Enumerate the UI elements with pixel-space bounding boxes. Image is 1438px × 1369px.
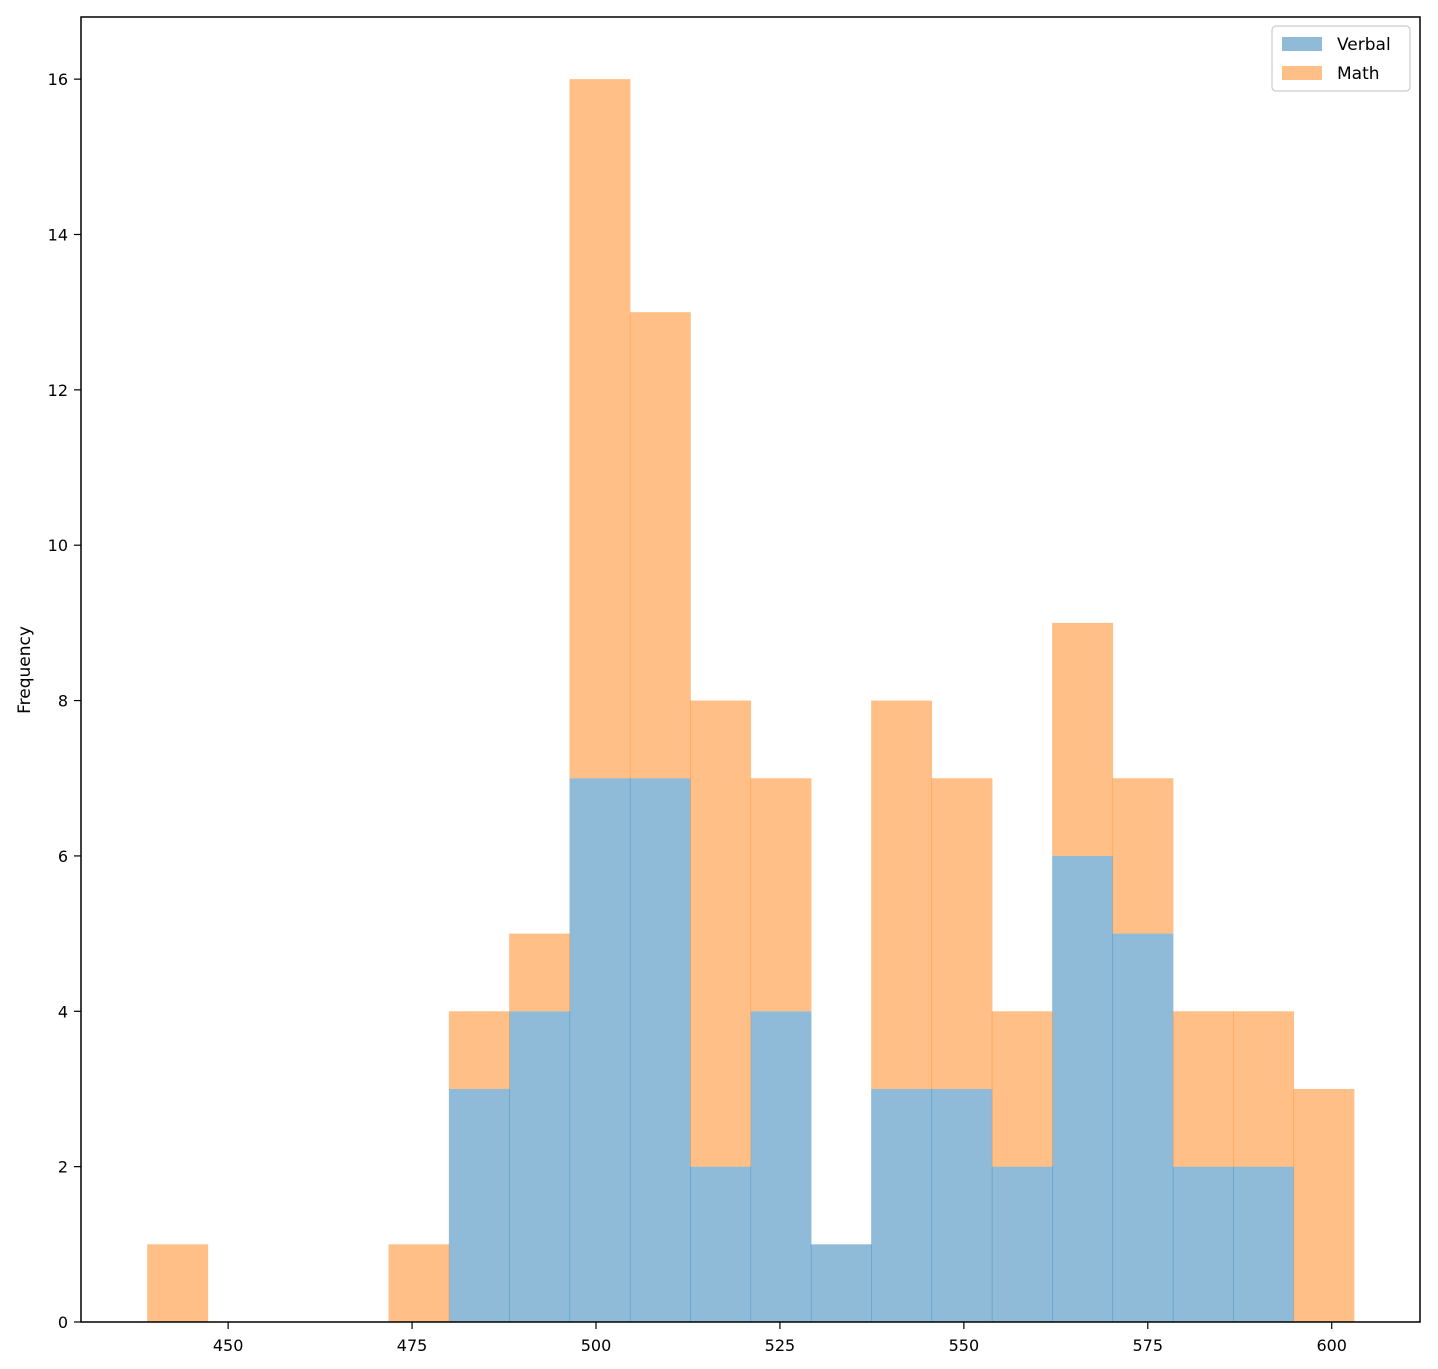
bar-math-19: [1293, 1088, 1355, 1322]
y-tick-label: 12: [48, 381, 68, 400]
bars-layer: [147, 79, 1355, 1322]
bar-verbal-8: [629, 778, 691, 1322]
bar-verbal-11: [810, 1244, 872, 1322]
x-tick-label: 500: [581, 1336, 612, 1355]
bar-math-7: [569, 79, 631, 779]
bar-math-17: [1172, 1011, 1234, 1167]
bar-math-5: [448, 1011, 510, 1089]
bar-verbal-7: [569, 778, 631, 1322]
bar-math-12: [871, 700, 933, 1089]
bar-math-13: [931, 778, 993, 1089]
bar-math-15: [1052, 622, 1114, 856]
bar-math-0: [147, 1244, 209, 1322]
x-axis: 450 475 500 525 550 575 600: [213, 1322, 1347, 1355]
bar-math-9: [690, 700, 752, 1167]
x-tick-label: 450: [213, 1336, 244, 1355]
y-tick-label: 2: [58, 1158, 68, 1177]
plot-frame: [80, 16, 1421, 1323]
bar-verbal-13: [931, 1088, 993, 1322]
bar-verbal-14: [991, 1166, 1053, 1322]
bar-verbal-16: [1112, 933, 1174, 1322]
y-axis-label: Frequency: [15, 626, 35, 714]
bar-math-18: [1233, 1011, 1295, 1167]
bar-verbal-12: [871, 1088, 933, 1322]
y-axis: 0 2 4 6 8 10 12 14 16: [48, 70, 81, 1332]
legend: Verbal Math: [1271, 25, 1411, 92]
bar-verbal-9: [690, 1166, 752, 1322]
legend-swatch-verbal: [1282, 37, 1322, 51]
bar-verbal-15: [1052, 855, 1114, 1322]
y-tick-label: 8: [58, 692, 68, 711]
x-tick-label: 525: [765, 1336, 796, 1355]
bar-math-6: [509, 933, 571, 1012]
x-tick-label: 475: [397, 1336, 428, 1355]
legend-label-verbal: Verbal: [1337, 35, 1391, 55]
legend-label-math: Math: [1337, 64, 1380, 84]
y-tick-label: 16: [48, 70, 68, 89]
bar-verbal-17: [1172, 1166, 1234, 1322]
bar-math-14: [991, 1011, 1053, 1167]
bar-math-8: [629, 312, 691, 779]
y-tick-label: 0: [58, 1313, 68, 1332]
bar-math-4: [388, 1244, 450, 1322]
bar-verbal-5: [448, 1088, 510, 1322]
bar-verbal-10: [750, 1011, 812, 1322]
legend-swatch-math: [1282, 66, 1322, 80]
x-tick-label: 575: [1133, 1336, 1164, 1355]
bar-math-10: [750, 778, 812, 1012]
bar-math-16: [1112, 778, 1174, 934]
y-tick-label: 14: [48, 226, 68, 245]
x-tick-label: 550: [949, 1336, 980, 1355]
bar-verbal-18: [1233, 1166, 1295, 1322]
x-tick-label: 600: [1316, 1336, 1347, 1355]
bar-verbal-6: [509, 1011, 571, 1322]
y-tick-label: 6: [58, 847, 68, 866]
y-tick-label: 4: [58, 1002, 68, 1021]
y-tick-label: 10: [48, 536, 68, 555]
